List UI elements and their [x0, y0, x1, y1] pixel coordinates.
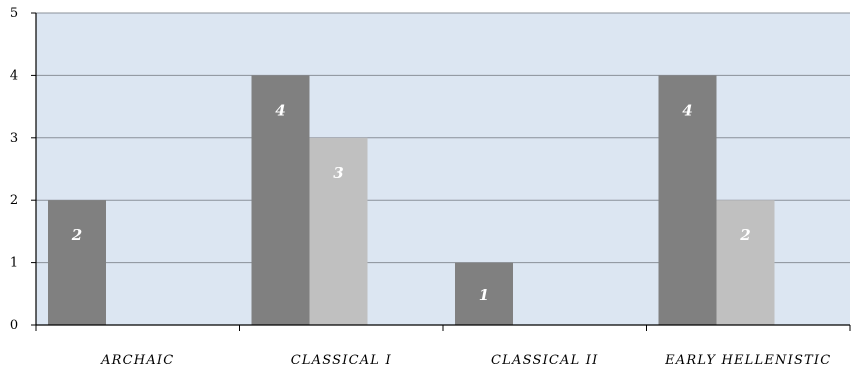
bar-series2-early-hellenistic: [716, 200, 775, 325]
x-tick-label: CLASSICAL II: [491, 353, 598, 368]
data-label: 4: [275, 101, 285, 119]
bars: [48, 75, 775, 326]
data-label: 2: [739, 226, 750, 244]
x-tick-label: CLASSICAL I: [291, 353, 392, 368]
bar-series1-archaic: [48, 200, 106, 325]
bar-series1-classical-ii: [455, 262, 513, 325]
y-tick-label: 1: [10, 256, 18, 271]
axes: [31, 12, 851, 331]
data-label: 1: [479, 286, 489, 304]
data-labels: 2 4 1 4 3 2: [71, 101, 751, 303]
bar-series1-early-hellenistic: [658, 75, 717, 326]
y-tick-labels: 0 1 2 3 4 5: [10, 6, 18, 333]
data-label: 4: [682, 101, 692, 119]
y-tick-label: 3: [10, 131, 18, 146]
x-tick-label: ARCHAIC: [100, 353, 174, 368]
bar-series2-classical-i: [309, 137, 368, 325]
x-tick-labels: ARCHAIC CLASSICAL I CLASSICAL II EARLY HELL…: [100, 353, 831, 368]
bar-series1-classical-i: [251, 75, 310, 326]
data-label: 2: [71, 226, 82, 244]
data-label: 3: [333, 164, 343, 182]
x-tick-label: EARLY HELLENISTIC: [664, 353, 831, 368]
y-tick-label: 5: [10, 6, 18, 21]
y-tick-label: 2: [10, 193, 18, 208]
y-tick-label: 0: [10, 318, 18, 333]
y-tick-label: 4: [10, 68, 18, 83]
